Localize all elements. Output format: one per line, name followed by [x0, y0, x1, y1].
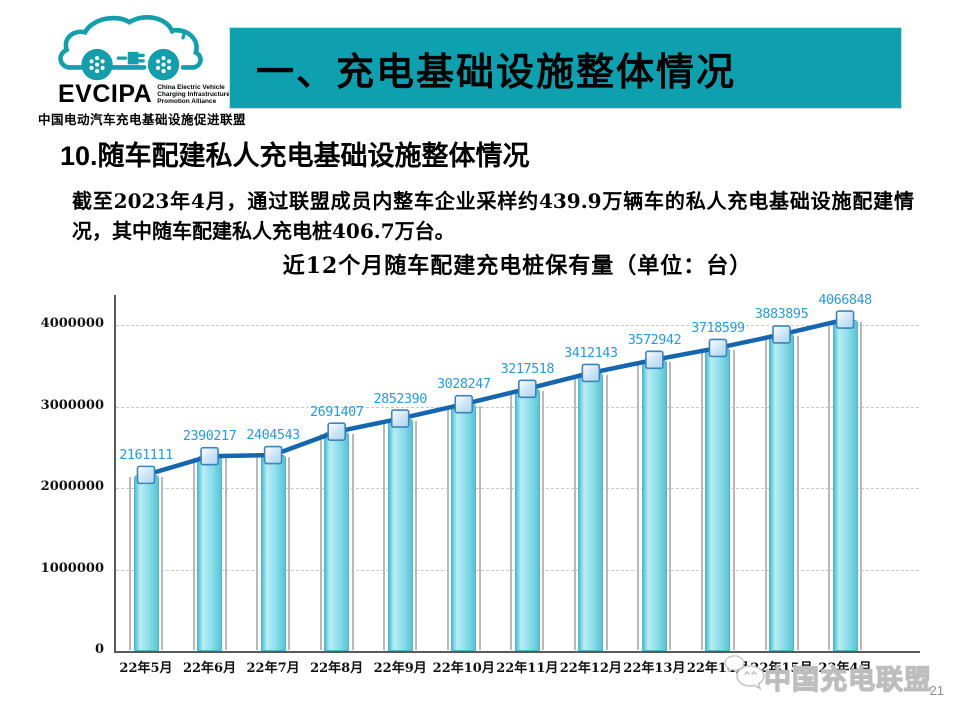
data-label: 3412143 — [564, 344, 618, 361]
bar-shadow-frame — [573, 374, 608, 650]
chart-bar — [578, 372, 604, 651]
plug-icon — [116, 28, 186, 65]
bar-shadow-frame — [637, 361, 672, 650]
bar-shadow-frame — [700, 349, 735, 650]
data-label: 2404543 — [246, 427, 300, 444]
data-label: 3883895 — [754, 306, 809, 323]
wechat-icon — [724, 655, 765, 691]
page-number: 21 — [929, 683, 944, 698]
chart-bar — [260, 455, 286, 651]
banner: 一、充电基础设施整体情况 — [230, 28, 901, 108]
data-label: 2161111 — [119, 446, 173, 463]
section-heading: 10.随车配建私人充电基础设施整体情况 — [60, 134, 530, 173]
y-axis-tick-label: 4000000 — [40, 316, 104, 331]
y-axis-tick-label: 1000000 — [40, 560, 104, 576]
section-number: 10. — [60, 141, 98, 171]
data-label: 2852390 — [373, 390, 427, 407]
x-axis-tick-label: 22年12月 — [559, 661, 622, 676]
chart-bar — [387, 418, 413, 651]
data-label: 3217518 — [500, 360, 555, 377]
logo-chinese-name: 中国电动汽车充电基础设施促进联盟 — [38, 113, 247, 127]
bar-shadow-frame — [383, 420, 418, 650]
x-axis-tick-label: 22年10月 — [432, 661, 495, 676]
bar-shadow-frame — [446, 406, 481, 650]
chart-bar — [641, 359, 667, 651]
data-label: 3718599 — [691, 319, 745, 336]
chart-bar — [324, 431, 350, 651]
data-label: 2691407 — [309, 403, 364, 420]
data-label: 4066848 — [818, 291, 872, 308]
y-axis-line — [114, 295, 116, 651]
chart-bar — [197, 456, 223, 651]
x-axis-tick-label: 22年5月 — [119, 661, 173, 676]
bar-shadow-frame — [764, 336, 799, 650]
line-series — [145, 317, 846, 478]
bar-shadow-frame — [510, 390, 545, 650]
y-axis-tick-label: 2000000 — [40, 479, 104, 494]
x-axis-tick-label: 22年6月 — [182, 661, 237, 676]
x-axis-tick-label: 23年4月 — [818, 661, 872, 676]
y-axis-tick-label: 0 — [94, 642, 104, 657]
chart-bar — [705, 347, 731, 651]
x-axis-tick-label: 22年15月 — [750, 661, 813, 676]
evcipa-logo: EVCIPA China Electric Vehicle Charging I… — [36, 10, 247, 128]
chart-title: 近12个月随车配建充电桩保有量（单位：台） — [282, 253, 753, 279]
x-axis-tick-label: 22年13月 — [623, 661, 686, 676]
logo-acronym: EVCIPA — [58, 80, 153, 108]
y-axis-tick-label: 3000000 — [40, 397, 104, 413]
bar-shadow-frame — [319, 433, 354, 650]
bar-shadow-frame — [129, 476, 163, 650]
chart-bar — [769, 334, 794, 651]
y-gridline — [116, 325, 919, 326]
chart-bar — [832, 319, 858, 651]
data-label: 2390217 — [182, 428, 237, 445]
bar-shadow-frame — [192, 458, 227, 650]
watermark-text: 中国充电联盟 — [763, 664, 932, 695]
chart-bar — [451, 404, 477, 651]
bar-shadow-frame — [256, 457, 291, 650]
logo-english-name: China Electric Vehicle Charging Infrastr… — [157, 84, 230, 105]
section-title: 随车配建私人充电基础设施整体情况 — [97, 141, 530, 171]
data-label: 3028247 — [437, 376, 491, 393]
watermark: 中国充电联盟 — [724, 652, 946, 700]
chart-bar — [133, 474, 159, 651]
section-body-text: 截至2023年4月，通过联盟成员内整车企业采样约439.9万辆车的私人充电基础设… — [72, 189, 914, 243]
x-axis-line — [114, 651, 920, 653]
x-axis-tick-label: 22年8月 — [310, 661, 364, 676]
data-label: 3572942 — [627, 331, 682, 348]
x-axis-tick-label: 22年7月 — [246, 661, 300, 676]
x-axis-tick-label: 22年11月 — [496, 661, 559, 676]
x-axis-tick-label: 22年9月 — [373, 661, 427, 676]
banner-title: 一、充电基础设施整体情况 — [256, 48, 737, 94]
ev-car-icon — [58, 15, 203, 81]
bar-shadow-frame — [828, 321, 863, 650]
chart-bar — [514, 388, 540, 651]
